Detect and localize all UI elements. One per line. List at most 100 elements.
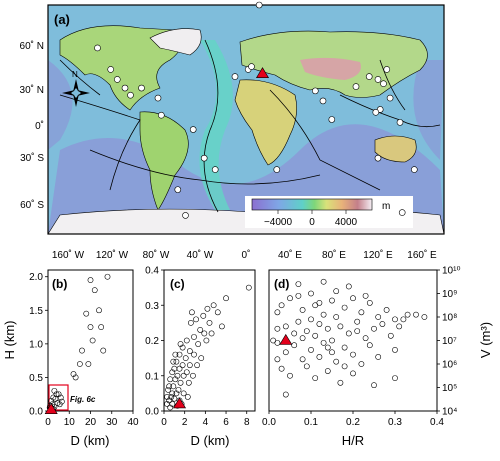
scatter-point — [79, 347, 85, 354]
land-africa — [234, 79, 297, 166]
scatter-point — [164, 393, 171, 400]
scatter-point — [396, 323, 403, 330]
y-tick-label: 0.2 — [145, 336, 159, 347]
x-tick-label: 20 — [85, 417, 97, 428]
scatter-point — [366, 342, 373, 349]
map-sample-point — [211, 166, 219, 173]
scatter-point — [341, 304, 348, 311]
scatter-point — [362, 292, 369, 299]
scatter-point — [55, 391, 62, 398]
compass-north-label: N — [72, 70, 78, 79]
map-sample-point — [255, 1, 263, 9]
scatter-point — [170, 358, 177, 365]
scatter-point — [179, 362, 186, 369]
map-sample-point — [365, 73, 373, 80]
scatter-point — [173, 358, 180, 365]
scatter-point — [184, 393, 191, 400]
scatter-point — [299, 307, 306, 313]
scatter-point — [204, 305, 211, 312]
scatter-point — [191, 334, 197, 340]
lat-label: 30˚ S — [20, 152, 44, 164]
scatter-point — [195, 341, 202, 347]
map-sample-point — [138, 84, 145, 92]
scatter-point — [350, 295, 356, 302]
scatter-point — [166, 383, 173, 390]
map-sample-point — [352, 83, 360, 90]
scatter-point — [274, 309, 281, 316]
land-australia — [374, 135, 417, 163]
scatter-point — [274, 356, 281, 363]
scatter-point — [320, 311, 327, 318]
scatter-point — [169, 390, 176, 397]
scatter-point — [165, 386, 172, 393]
colorbar-tick: 0 — [309, 217, 315, 228]
scatter-point — [291, 330, 298, 337]
scatter-point — [333, 358, 340, 365]
map-sample-point — [396, 119, 404, 126]
scatter-point — [282, 323, 289, 330]
y-tick-label: 1.5 — [29, 306, 43, 317]
lon-label: 80˚ E — [322, 249, 346, 261]
scatter-point — [166, 397, 173, 404]
lon-label: 120˚ E — [363, 249, 393, 261]
map-sample-point — [410, 166, 418, 173]
scatter-point — [282, 391, 289, 398]
scatter-point — [354, 328, 361, 334]
y-tick-label: 10¹⁰ — [442, 266, 460, 277]
scatter-point — [295, 292, 302, 299]
panel-b-xlabel: D (km) — [71, 433, 110, 448]
map-lon-labels: 160˚ W 120˚ W 80˚ W 40˚ W 0˚ 40˚ E 80˚ E… — [52, 249, 437, 261]
panel-b: (b) H (km) D (km) Fig. 6c 0 10 20 30 40 0.0 0.… — [2, 269, 139, 448]
map-sample-point — [380, 80, 387, 88]
lat-label: 0˚ — [35, 120, 44, 132]
map-sample-point — [273, 166, 281, 173]
x-tick-label: 0.0 — [262, 417, 276, 428]
map-sample-point — [174, 186, 182, 193]
scatter-point — [176, 351, 183, 358]
mid-atlantic-ridge — [199, 40, 233, 210]
scatter-point — [201, 330, 208, 337]
scatter-point — [333, 288, 340, 295]
map-sample-point — [231, 73, 239, 80]
y-tick-label: 0.1 — [145, 371, 159, 382]
scatter-point — [379, 321, 386, 327]
y-tick-label: 10⁴ — [442, 407, 457, 418]
scatter-point — [287, 295, 293, 302]
lon-label: 160˚ E — [407, 249, 437, 261]
map-sample-points — [94, 1, 418, 219]
scatter-point — [206, 319, 213, 326]
scatter-point — [96, 307, 102, 314]
scatter-point — [400, 316, 407, 323]
scatter-point — [329, 297, 335, 304]
x-tick-label: 40 — [127, 417, 139, 428]
scatter-point — [392, 346, 398, 353]
panel-c-points — [164, 284, 252, 411]
x-tick-label: 10 — [64, 417, 76, 428]
scatter-point — [170, 383, 177, 390]
x-tick-label: 2 — [182, 417, 188, 428]
x-tick-label: 6 — [223, 417, 229, 428]
map-lat-labels: 60˚ N 30˚ N 0˚ 30˚ S 60˚ S — [20, 40, 45, 211]
map-sample-point — [94, 44, 101, 52]
panel-d-frame — [268, 269, 438, 412]
land-tibet-plateau — [300, 57, 361, 80]
x-tick-label: 4 — [203, 417, 209, 428]
scatter-point — [278, 302, 285, 309]
x-tick-label: 30 — [106, 417, 118, 428]
scatter-point — [354, 318, 361, 325]
scatter-point — [172, 351, 179, 358]
scatter-point — [383, 307, 390, 313]
y-tick-label: 1.0 — [29, 339, 43, 350]
scatter-point — [169, 401, 176, 407]
scatter-point — [316, 321, 323, 327]
map-panel: (a) N −4000 0 4000 m 60˚ N 30˚ N 0˚ 30˚ — [20, 1, 445, 261]
scatter-point — [312, 332, 319, 339]
panel-c-label: (c) — [170, 277, 185, 291]
map-frame — [47, 4, 445, 235]
scatter-point — [358, 309, 365, 316]
scatter-point — [329, 337, 335, 344]
panel-c-axes: 0 2 4 6 8 0.0 0.1 0.2 0.3 0.4 — [145, 266, 250, 429]
scatter-point — [358, 361, 365, 367]
scatter-point — [333, 314, 340, 320]
